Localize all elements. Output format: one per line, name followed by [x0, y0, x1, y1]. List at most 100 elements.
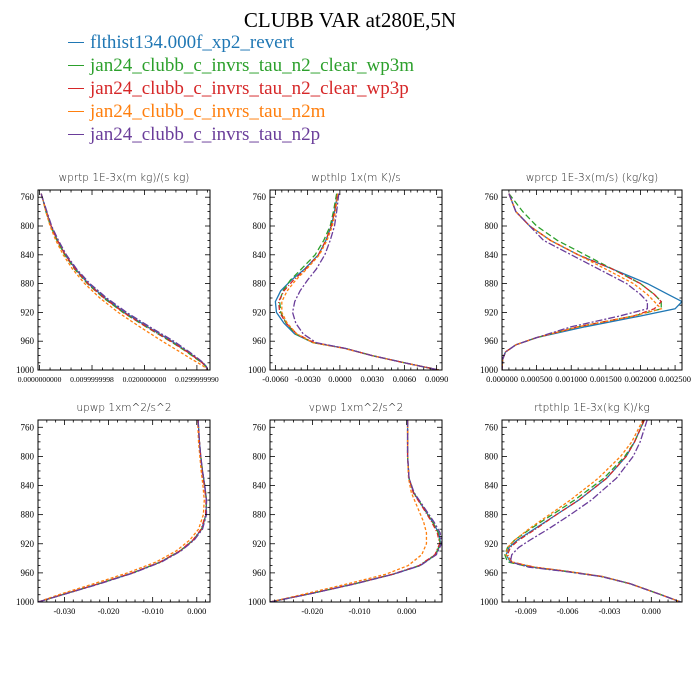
- x-tick-label: 0.000: [187, 606, 206, 616]
- y-tick-label: 920: [21, 539, 35, 549]
- x-tick-label: 0.000500: [521, 374, 553, 384]
- y-tick-label: 1000: [480, 365, 499, 375]
- y-tick-label: 880: [253, 279, 267, 289]
- x-tick-label: 0.0200000000: [123, 375, 167, 384]
- y-tick-label: 920: [21, 307, 35, 317]
- x-tick-label: -0.0030: [295, 374, 321, 384]
- panel-title: wprtp 1E-3x(m kg)/(s kg): [59, 172, 190, 184]
- series-line: [270, 420, 428, 602]
- x-tick-label: -0.009: [515, 606, 537, 616]
- legend-label: flthist134.000f_xp2_revert: [90, 32, 295, 53]
- y-tick-label: 960: [485, 336, 499, 346]
- plot-frame: [269, 419, 443, 603]
- y-tick-label: 760: [485, 192, 499, 202]
- series-line: [502, 193, 663, 370]
- series-line: [40, 193, 209, 370]
- chart-panel: rtpthlp 1E-3x(kg K)/kg 760 800 840 880 920 960…: [480, 402, 683, 616]
- x-tick-label: -0.010: [349, 606, 371, 616]
- legend-label: jan24_clubb_c_invrs_tau_n2m: [90, 101, 326, 122]
- y-tick-label: 840: [253, 481, 267, 491]
- series-line: [281, 193, 439, 370]
- x-tick-label: 0.002500: [659, 374, 691, 384]
- legend-entry: jan24_clubb_c_invrs_tau_n2_clear_wp3m: [68, 55, 414, 78]
- y-tick-label: 920: [485, 307, 499, 317]
- legend-entry: flthist134.000f_xp2_revert: [68, 32, 414, 55]
- y-tick-label: 1000: [16, 365, 35, 375]
- x-tick-label: 0.000: [397, 606, 416, 616]
- plot-frame: [501, 419, 683, 603]
- y-tick-label: 960: [253, 568, 267, 578]
- x-tick-label: 0.0090: [425, 374, 448, 384]
- series-line: [38, 420, 205, 602]
- x-tick-label: 0.001000: [555, 374, 587, 384]
- x-tick-label: 0.0099999998: [70, 375, 114, 384]
- plot-frame: [269, 189, 443, 371]
- page-title: CLUBB VAR at280E,5N: [243, 8, 457, 32]
- y-tick-label: 800: [485, 221, 499, 231]
- x-tick-label: 0.0000000000: [18, 375, 62, 384]
- legend-line-marker: [68, 65, 84, 67]
- y-tick-label: 1000: [248, 365, 267, 375]
- y-tick-label: 1000: [16, 597, 35, 607]
- panel-title: wpthlp 1x(m K)/s: [311, 172, 401, 184]
- x-tick-label: 0.0030: [360, 374, 383, 384]
- plot-frame: [37, 189, 211, 371]
- panel-title: vpwp 1xm^2/s^2: [309, 402, 404, 414]
- y-tick-label: 800: [21, 221, 35, 231]
- y-tick-label: 960: [253, 336, 267, 346]
- y-tick-label: 880: [485, 279, 499, 289]
- series-line: [40, 193, 209, 370]
- x-tick-label: 0.000: [642, 606, 661, 616]
- series-line: [38, 420, 208, 602]
- y-tick-label: 760: [253, 422, 267, 432]
- chart-panel: vpwp 1xm^2/s^2 760 800 840 880 920 960 1000 -0.0…: [248, 402, 443, 616]
- y-tick-label: 800: [253, 451, 267, 461]
- legend-label: jan24_clubb_c_invrs_tau_n2_clear_wp3p: [90, 78, 409, 99]
- series-line: [270, 420, 442, 602]
- series-line: [40, 193, 208, 370]
- series-line: [270, 420, 442, 602]
- series-line: [505, 420, 681, 602]
- series-line: [502, 193, 682, 370]
- series-line: [279, 193, 439, 370]
- x-tick-label: 0.0299999990: [175, 375, 219, 384]
- chart-panel: upwp 1xm^2/s^2 760 800 840 880 920 960 1000 -0.0…: [16, 402, 211, 616]
- panel-title: rtpthlp 1E-3x(kg K)/kg: [534, 402, 650, 414]
- legend-line-marker: [68, 111, 84, 113]
- y-tick-label: 920: [253, 307, 267, 317]
- y-tick-label: 1000: [248, 597, 267, 607]
- plot-frame: [501, 189, 683, 371]
- x-tick-label: 0.000000: [486, 374, 518, 384]
- series-line: [274, 193, 439, 370]
- chart-panel: wprcp 1E-3x(m/s) (kg/kg) 760 800 840 880 920 9…: [480, 172, 691, 384]
- plot-frame: [37, 419, 211, 603]
- series-line: [277, 193, 439, 370]
- y-tick-label: 760: [21, 192, 35, 202]
- y-tick-label: 840: [253, 250, 267, 260]
- y-tick-label: 960: [485, 568, 499, 578]
- x-tick-label: -0.006: [557, 606, 579, 616]
- y-tick-label: 760: [485, 422, 499, 432]
- x-tick-label: -0.003: [598, 606, 620, 616]
- x-tick-label: -0.010: [142, 606, 164, 616]
- y-tick-label: 920: [253, 539, 267, 549]
- legend: flthist134.000f_xp2_revert jan24_clubb_c_…: [68, 32, 414, 147]
- y-tick-label: 1000: [480, 597, 499, 607]
- chart-panel: wpthlp 1x(m K)/s7608008408809209601000-0…: [248, 172, 448, 384]
- y-tick-label: 880: [21, 510, 35, 520]
- y-tick-label: 840: [485, 250, 499, 260]
- panel-title: upwp 1xm^2/s^2: [77, 402, 172, 414]
- y-tick-label: 800: [485, 451, 499, 461]
- y-tick-label: 960: [21, 336, 35, 346]
- y-tick-label: 880: [485, 510, 499, 520]
- x-tick-label: 0.001500: [590, 374, 622, 384]
- x-tick-label: -0.020: [98, 606, 120, 616]
- x-tick-label: 0.002000: [625, 374, 657, 384]
- x-tick-label: -0.0060: [262, 374, 288, 384]
- series-line: [502, 193, 663, 370]
- legend-label: jan24_clubb_c_invrs_tau_n2p: [90, 124, 321, 145]
- x-tick-label: 0.0060: [393, 374, 416, 384]
- y-tick-label: 760: [253, 192, 267, 202]
- y-tick-label: 880: [21, 279, 35, 289]
